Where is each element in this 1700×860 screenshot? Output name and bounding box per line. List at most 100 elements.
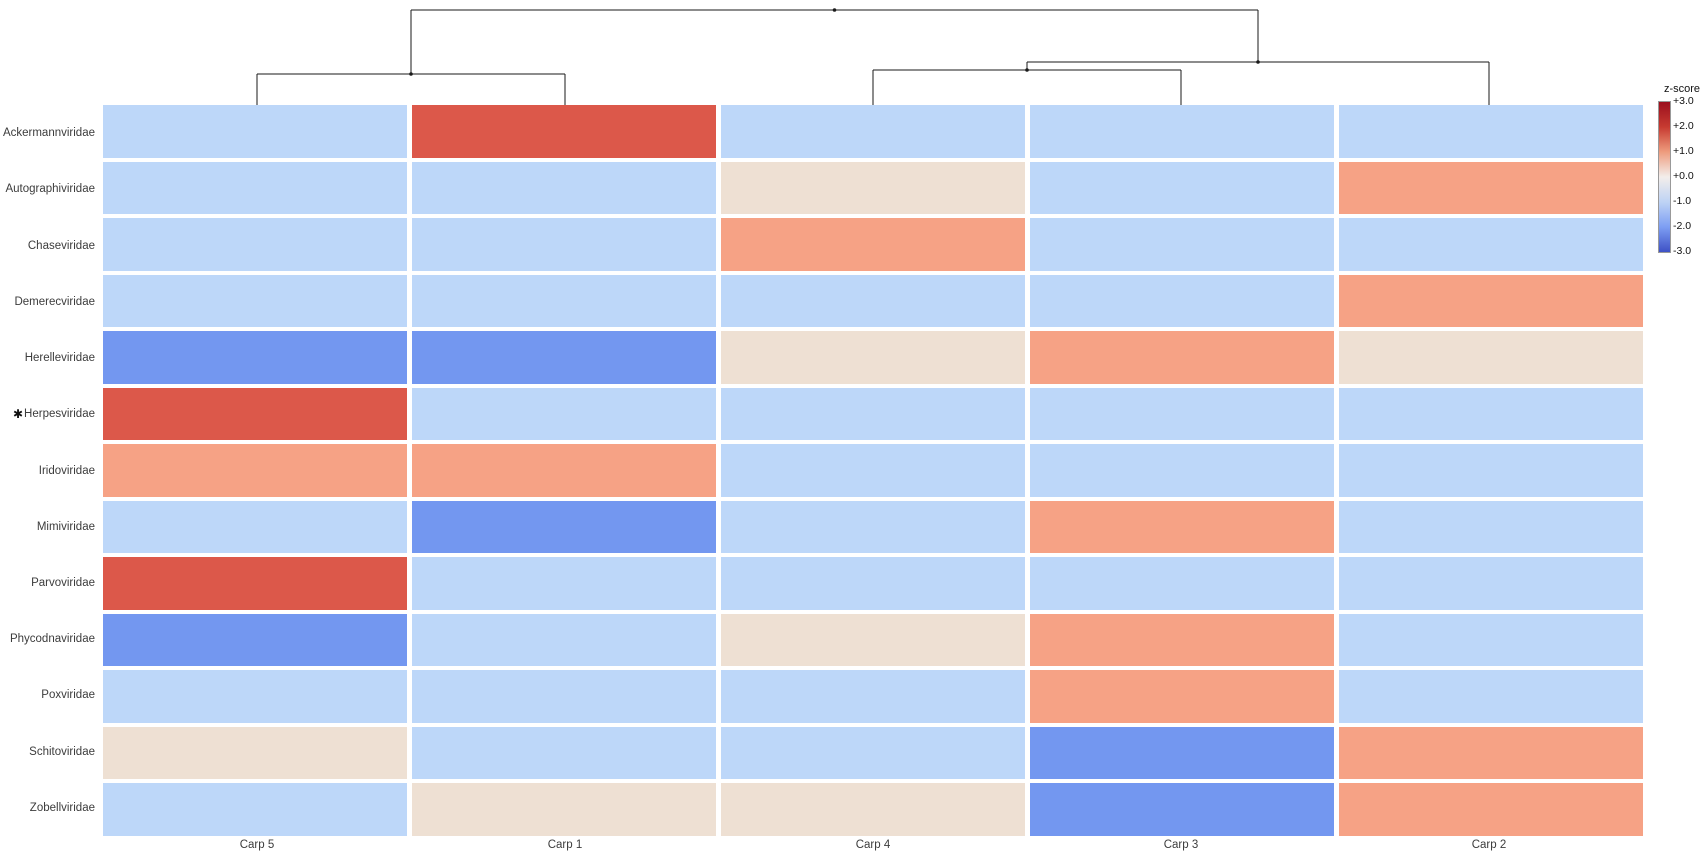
colorbar-gradient [1658, 101, 1671, 253]
heatmap-cell [103, 670, 407, 723]
heatmap-cell [1030, 726, 1334, 780]
row-label-text: Zobellviridae [29, 801, 95, 814]
colorbar-tick-label: -1.0 [1673, 195, 1692, 207]
row-label-text: Phycodnaviridae [9, 633, 95, 646]
row-label-text: Mimiviridae [36, 520, 95, 533]
row-label: Chaseviridae [0, 217, 97, 273]
row-label: Schitoviridae [0, 724, 97, 780]
row-label: ✱ Herpesviridae [0, 386, 97, 442]
row-label-text: Parvoviridae [31, 576, 95, 589]
colorbar-tick-label: -2.0 [1673, 220, 1692, 232]
heatmap-cell [1339, 218, 1643, 271]
row-label-text: Autographiviridae [5, 183, 95, 196]
heatmap-cell [721, 444, 1025, 497]
heatmap-cell [103, 444, 407, 497]
column-label: Carp 3 [1163, 839, 1199, 851]
heatmap-cell [1030, 218, 1334, 271]
heatmap-cell [412, 613, 716, 667]
heatmap-grid [103, 105, 1643, 836]
colorbar-tick-label: +1.0 [1673, 145, 1694, 157]
heatmap-cell [721, 783, 1025, 836]
heatmap-cell [1339, 670, 1643, 723]
row-label: Parvoviridae [0, 555, 97, 611]
heatmap-cell [721, 274, 1025, 328]
heatmap-cell [1339, 444, 1643, 497]
heatmap-cell [721, 500, 1025, 554]
heatmap-cell [103, 500, 407, 554]
column-labels: Carp 5 Carp 1 Carp 4 Carp 3 Carp 2 [103, 839, 1643, 857]
row-label: Poxviridae [0, 667, 97, 723]
heatmap-cell [412, 500, 716, 554]
legend-title: z-score [1663, 83, 1700, 95]
colorbar-tick-label: +2.0 [1673, 120, 1694, 132]
heatmap-cell [103, 783, 407, 836]
heatmap-cell [1339, 387, 1643, 441]
row-label: Zobellviridae [0, 780, 97, 836]
heatmap-cell [721, 105, 1025, 158]
heatmap-cell [412, 105, 716, 158]
heatmap-cell [103, 105, 407, 158]
row-labels: Ackermannviridae Autographiviridae Chasevi… [0, 105, 97, 836]
row-label: Iridoviridae [0, 442, 97, 498]
heatmap-cell [103, 557, 407, 610]
heatmap-cell [1339, 783, 1643, 836]
heatmap-cell [1030, 613, 1334, 667]
heatmap-cell [103, 331, 407, 384]
heatmap-cell [412, 161, 716, 215]
heatmap-cell [412, 726, 716, 780]
row-label-text: Demerecviridae [14, 295, 95, 308]
row-label-text: Poxviridae [41, 689, 95, 702]
row-label: Autographiviridae [0, 161, 97, 217]
heatmap-cell [721, 613, 1025, 667]
heatmap-cell [1030, 387, 1334, 441]
row-label-text: Schitoviridae [29, 745, 95, 758]
heatmap-cell [1030, 274, 1334, 328]
heatmap-cell [412, 557, 716, 610]
heatmap-cell [1339, 500, 1643, 554]
heatmap-cell [412, 387, 716, 441]
dendrogram-node-dot [832, 8, 837, 12]
colorbar-tick-label: -3.0 [1673, 245, 1692, 257]
heatmap-cell [1030, 670, 1334, 723]
row-label: Mimiviridae [0, 499, 97, 555]
heatmap-cell [1030, 500, 1334, 554]
heatmap-cell [412, 444, 716, 497]
row-label-text: Chaseviridae [27, 239, 95, 252]
heatmap-cell [1030, 105, 1334, 158]
heatmap-cell [412, 274, 716, 328]
row-label-text: Iridoviridae [38, 464, 95, 477]
heatmap-cell [1030, 783, 1334, 836]
column-label: Carp 1 [547, 839, 583, 851]
significance-asterisk: ✱ [12, 407, 24, 422]
heatmap-cell [103, 218, 407, 271]
heatmap-cell [103, 274, 407, 328]
row-label-text: Ackermannviridae [2, 127, 95, 140]
heatmap-cell [103, 161, 407, 215]
colorbar-legend: z-score +3.0 +2.0 +1.0 +0.0 -1.0 -2.0 -3.0 [1650, 83, 1700, 257]
row-label: Herelleviridae [0, 330, 97, 386]
row-label: Demerecviridae [0, 274, 97, 330]
column-label: Carp 2 [1471, 839, 1507, 851]
heatmap-cell [721, 161, 1025, 215]
heatmap-cell [721, 670, 1025, 723]
colorbar-tick-label: +0.0 [1673, 170, 1694, 182]
heatmap-cell [1030, 161, 1334, 215]
heatmap-cell [103, 387, 407, 441]
row-label-text: Herpesviridae [24, 408, 95, 421]
heatmap-cell [412, 218, 716, 271]
column-label: Carp 5 [239, 839, 275, 851]
heatmap-cell [1030, 557, 1334, 610]
row-label: Ackermannviridae [0, 105, 97, 161]
heatmap-cell [721, 726, 1025, 780]
heatmap-cell [1030, 444, 1334, 497]
column-label: Carp 4 [855, 839, 891, 851]
heatmap-cell [721, 387, 1025, 441]
row-label: Phycodnaviridae [0, 611, 97, 667]
colorbar-tick-label: +3.0 [1673, 95, 1694, 107]
heatmap-cell [1339, 726, 1643, 780]
heatmap-cell [412, 670, 716, 723]
heatmap-cell [721, 331, 1025, 384]
colorbar-body: +3.0 +2.0 +1.0 +0.0 -1.0 -2.0 -3.0 [1650, 95, 1700, 257]
heatmap-cell [721, 218, 1025, 271]
